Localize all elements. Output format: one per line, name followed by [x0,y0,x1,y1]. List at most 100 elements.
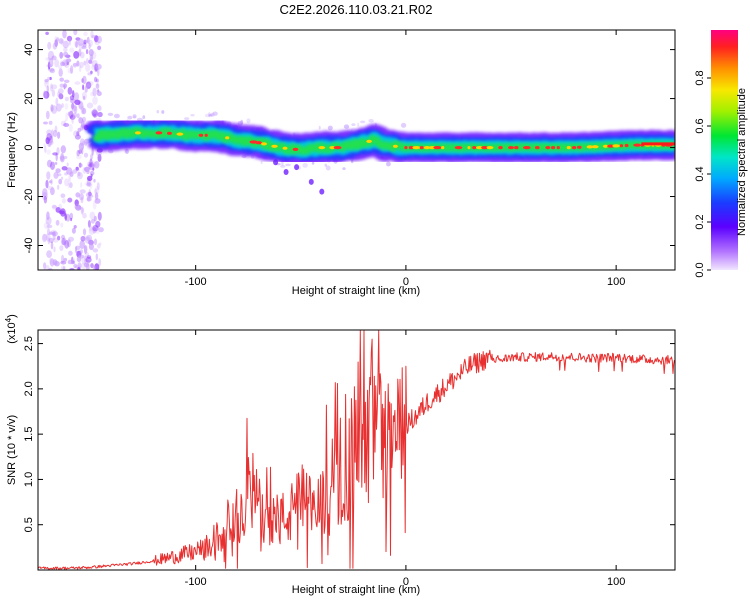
noise-speck [54,59,60,68]
noise-speck [47,228,50,236]
noise-speck [45,31,49,35]
noise-speck [61,237,67,246]
noise-speck [63,123,70,127]
noise-speck [46,133,52,141]
noise-speck [86,36,90,44]
noise-speck [49,138,52,143]
noise-speck [87,72,92,76]
noise-speck [56,147,60,156]
spectrogram-y-tick-label: -20 [23,189,35,205]
band-hotspot [366,139,372,143]
snr-x-ticks: -100 0 100 [185,330,625,588]
noise-speck [92,167,95,171]
halo-speck [368,118,374,123]
noise-speck [87,161,91,167]
noise-speck [84,245,88,253]
noise-speck [76,171,83,180]
noise-speck [46,224,53,229]
noise-speck [61,198,66,204]
halo-speck [124,148,128,154]
noise-speck [56,37,59,41]
noise-speck [74,81,81,85]
noise-speck [85,49,89,55]
noise-speck [82,84,85,91]
noise-speck [70,98,76,104]
noise-speck [90,263,94,269]
snr-x-tick-label: 100 [607,576,625,588]
noise-speck [76,256,82,263]
noise-speck [79,193,84,201]
noise-speck [81,91,87,101]
noise-speck [43,143,46,147]
noise-speck [47,57,50,61]
noise-speck [57,131,61,139]
noise-speck [46,250,52,258]
noise-speck [84,138,91,144]
halo-speck [400,122,407,128]
noise-speck [78,162,82,168]
noise-speck [76,60,80,67]
halo-speck [132,115,136,119]
noise-speck [99,242,102,246]
noise-speck [60,193,66,198]
noise-speck [71,227,76,234]
noise-speck [80,182,83,188]
noise-speck [74,105,78,114]
noise-speck [48,58,54,68]
noise-speck [48,237,54,243]
noise-speck [71,102,75,110]
noise-speck [96,35,102,44]
noise-speck [94,192,99,201]
noise-speck [52,129,58,138]
band-hotspot [318,146,326,150]
band-hotspot [134,131,141,135]
noise-speck [57,235,61,241]
noise-speck [57,88,64,95]
noise-speck [68,173,71,183]
noise-speck [81,207,85,213]
noise-speck [85,164,92,173]
noise-speck [60,265,66,270]
noise-speck [44,145,47,153]
band-hotspot [603,144,609,148]
noise-speck [55,219,60,226]
noise-speck [83,152,89,158]
noise-speck [95,220,101,228]
noise-speck [65,112,69,122]
noise-speck [42,233,48,241]
noise-speck [46,159,53,168]
noise-speck [46,149,51,155]
snr-y-multiplier: (x104) [4,314,18,344]
noise-speck [58,65,62,70]
noise-speck [54,125,58,133]
band-hotspot [441,146,445,150]
noise-speck [53,238,59,243]
spectrogram-y-ticks: 40 20 0 -20 -40 [23,43,675,253]
noise-speck [45,264,50,270]
noise-speck [81,262,87,270]
noise-speck [50,161,55,170]
noise-speck [59,77,64,82]
noise-speck [45,216,52,225]
noise-speck [44,79,50,82]
noise-speck [67,87,73,95]
snr-y-tick-label: 2.0 [23,381,35,396]
noise-speck [91,161,97,168]
halo-speck [132,114,137,119]
noise-speck [92,108,98,115]
noise-speck [69,171,74,177]
band-hotspot [551,146,556,150]
snr-y-tick-label: 0.5 [23,517,35,532]
noise-speck [96,78,99,83]
noise-speck [60,120,66,127]
noise-speck [56,103,62,112]
noise-speck [46,211,50,221]
noise-speck [88,227,95,235]
noise-speck [62,83,68,89]
noise-speck [51,89,56,97]
halo-speck [113,113,120,119]
noise-speck [47,50,55,60]
noise-speck [43,262,47,270]
noise-speck [82,212,87,219]
colorbar-tick-label: 0.0 [694,262,706,277]
